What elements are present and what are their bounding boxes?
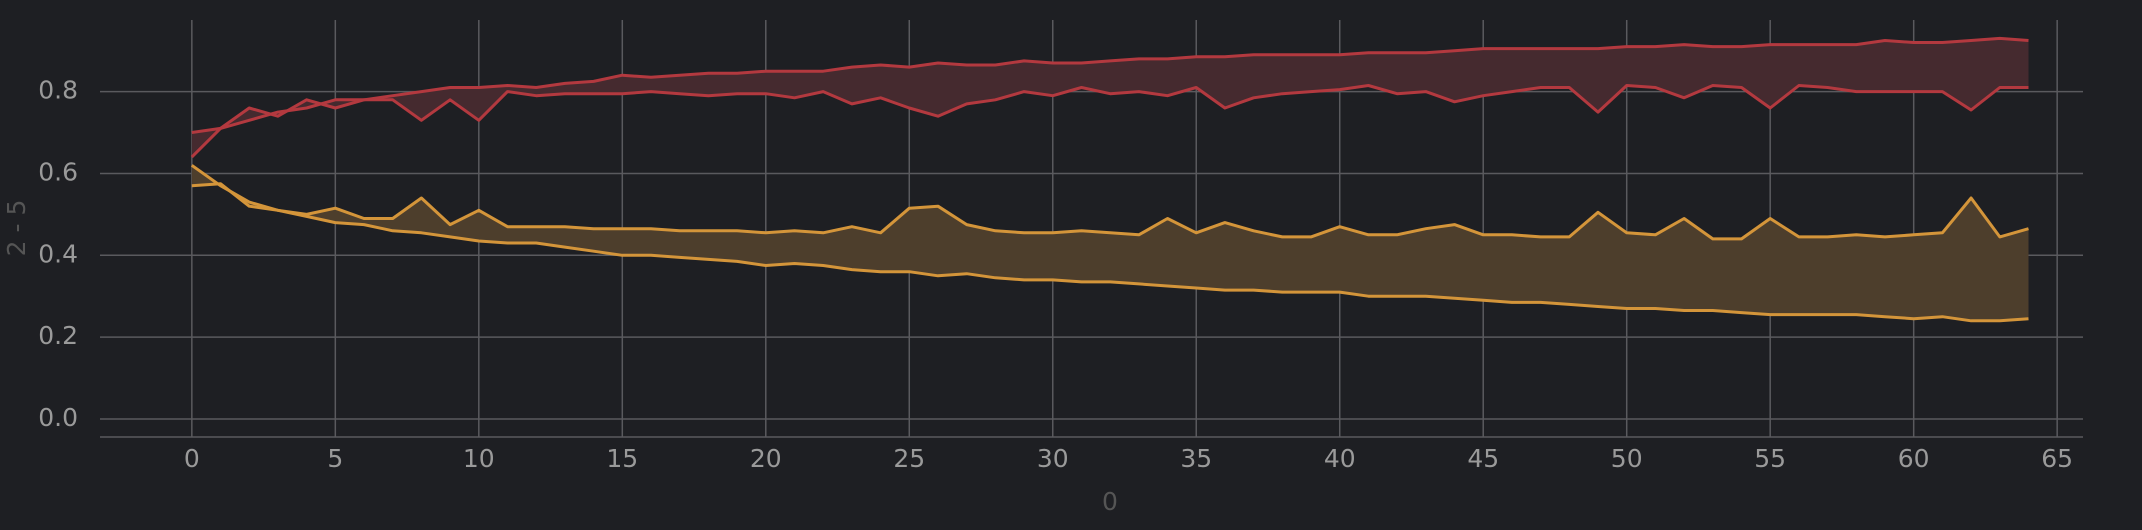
x-tick-label: 25	[893, 444, 925, 473]
x-tick-label: 40	[1324, 444, 1356, 473]
x-tick-label: 15	[606, 444, 638, 473]
x-tick-label: 30	[1037, 444, 1069, 473]
x-tick-label: 20	[750, 444, 782, 473]
x-tick-label: 65	[2041, 444, 2073, 473]
x-tick-label: 10	[463, 444, 495, 473]
x-tick-label: 45	[1467, 444, 1499, 473]
line	[190, 164, 2029, 323]
x-tick-label: 55	[1754, 444, 1786, 473]
y-tick-label: 0.2	[38, 321, 78, 350]
band-area	[191, 38, 2029, 158]
y-axis-title: 2 - 5	[2, 200, 31, 257]
y-tick-label: 0.0	[38, 403, 78, 432]
line	[191, 36, 2029, 134]
x-tick-label: 60	[1898, 444, 1930, 473]
x-tick-label: 35	[1180, 444, 1212, 473]
line	[191, 182, 2029, 241]
y-tick-label: 0.6	[38, 157, 78, 186]
x-tick-label: 5	[327, 444, 343, 473]
x-tick-label: 0	[184, 444, 200, 473]
x-tick-label: 50	[1611, 444, 1643, 473]
y-tick-label: 0.4	[38, 239, 78, 268]
line	[190, 84, 2029, 159]
x-axis-title: 0	[1102, 487, 1118, 516]
band-area	[191, 165, 2029, 321]
y-tick-label: 0.8	[38, 76, 78, 105]
